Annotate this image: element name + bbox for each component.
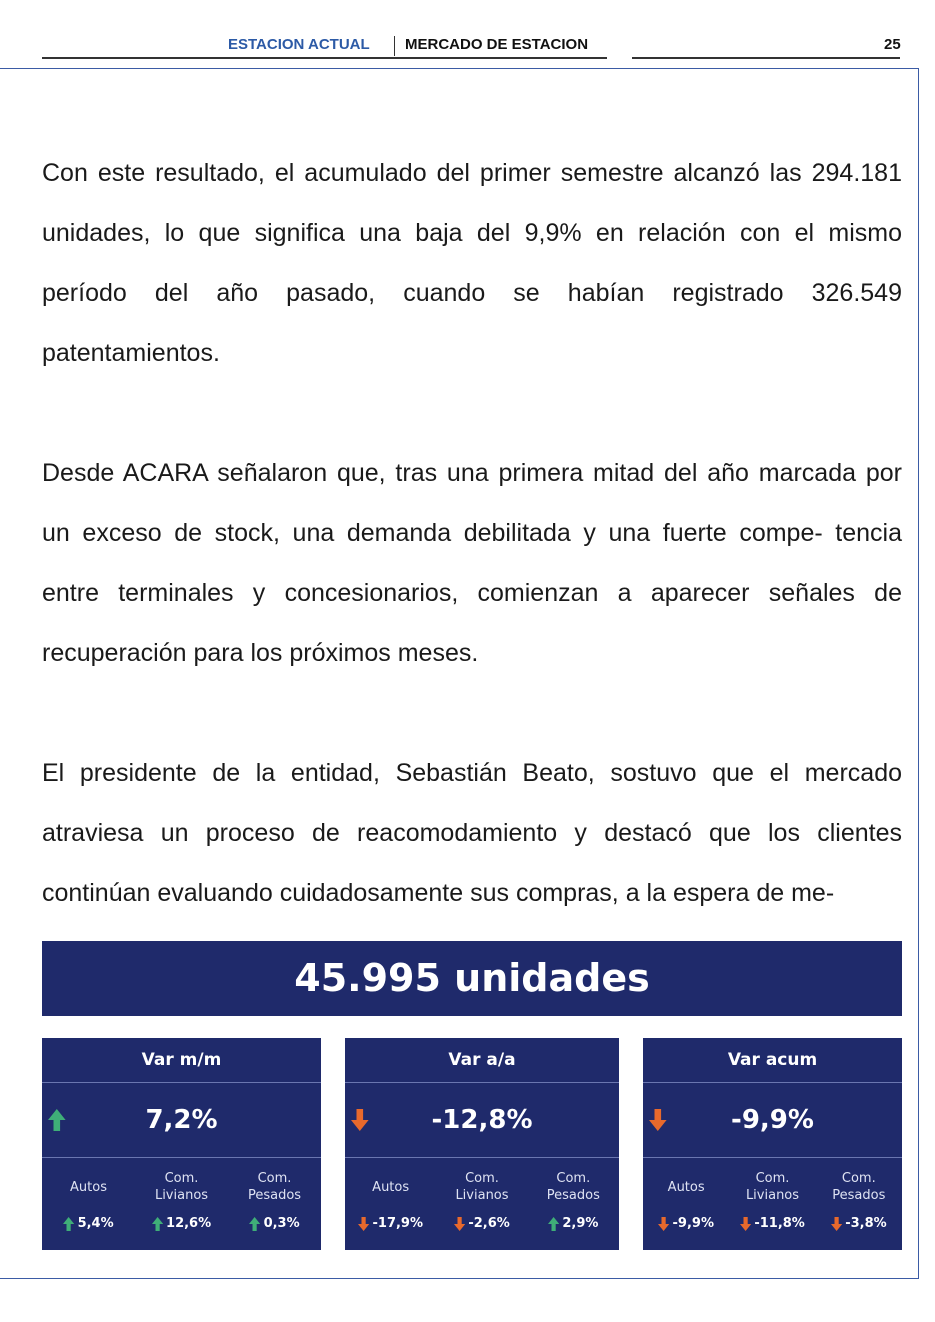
trend-arrow bbox=[63, 1216, 75, 1231]
rule bbox=[42, 57, 607, 59]
trend-arrow bbox=[454, 1216, 466, 1231]
frame bbox=[918, 68, 919, 1278]
value-text: -2,6% bbox=[468, 1216, 510, 1231]
stat-card: Var acum -9,9% Autos -9,9% Com. Livianos -11,… bbox=[643, 1038, 902, 1250]
breakdown-value: -9,9% bbox=[643, 1216, 729, 1231]
breakdown-item: Com. Livianos -11,8% bbox=[729, 1158, 815, 1251]
breakdown-item: Com. Pesados 2,9% bbox=[528, 1158, 619, 1251]
value-text: -17,9% bbox=[372, 1216, 424, 1231]
value-text: 5,4% bbox=[77, 1216, 114, 1231]
card-value: 7,2% bbox=[42, 1083, 321, 1158]
card-title: Var m/m bbox=[42, 1038, 321, 1083]
value-text: -12,8% bbox=[431, 1105, 533, 1135]
trend-arrow bbox=[831, 1216, 843, 1231]
value-text: 0,3% bbox=[263, 1216, 300, 1231]
breakdown-item: Autos -9,9% bbox=[643, 1158, 729, 1251]
card-title: Var a/a bbox=[345, 1038, 619, 1083]
breakdown-item: Com. Pesados -3,8% bbox=[816, 1158, 902, 1251]
breakdown-item: Com. Livianos 12,6% bbox=[135, 1158, 228, 1251]
breakdown-item: Com. Pesados 0,3% bbox=[228, 1158, 321, 1251]
breakdown-value: -3,8% bbox=[816, 1216, 902, 1231]
breakdown-value: 5,4% bbox=[42, 1216, 135, 1231]
card-value: -9,9% bbox=[643, 1083, 902, 1158]
paragraph: El presidente de la entidad, Sebastián B… bbox=[42, 759, 902, 907]
breakdown: Autos -17,9% Com. Livianos -2,6% Com. Pesado… bbox=[345, 1158, 619, 1251]
trend-arrow bbox=[249, 1216, 261, 1231]
trend-arrow bbox=[151, 1216, 164, 1231]
value-text: -11,8% bbox=[754, 1216, 805, 1231]
breakdown-value: 2,9% bbox=[528, 1216, 619, 1231]
breakdown-label: Com. Livianos bbox=[455, 1171, 509, 1203]
trend-arrow bbox=[649, 1109, 667, 1131]
breakdown-label: Com. Livianos bbox=[745, 1171, 800, 1203]
breakdown-value: -2,6% bbox=[436, 1216, 527, 1231]
page-number: 25 bbox=[884, 36, 901, 53]
breakdown-label: Com. Pesados bbox=[247, 1171, 302, 1203]
breakdown-label: Autos bbox=[70, 1179, 107, 1195]
stat-card: Var m/m 7,2% Autos 5,4% Com. Livianos 12,6% Co… bbox=[42, 1038, 321, 1250]
breakdown-label: Autos bbox=[372, 1179, 410, 1195]
breakdown-label: Com. Pesados bbox=[546, 1171, 600, 1203]
paragraph: Con este resultado, el acumulado del pri… bbox=[42, 159, 902, 367]
article-body: Con este resultado, el acumulado del pri… bbox=[42, 143, 902, 983]
card-title: Var acum bbox=[643, 1038, 902, 1083]
breakdown-item: Autos -17,9% bbox=[345, 1158, 436, 1251]
trend-arrow bbox=[740, 1216, 752, 1231]
breakdown-label: Com. Pesados bbox=[832, 1171, 886, 1203]
breakdown-value: 0,3% bbox=[228, 1216, 321, 1231]
breakdown: Autos 5,4% Com. Livianos 12,6% Com. Pesados 0… bbox=[42, 1158, 321, 1251]
value-text: 12,6% bbox=[166, 1216, 212, 1231]
trend-arrow bbox=[548, 1216, 560, 1231]
card-value: -12,8% bbox=[345, 1083, 619, 1158]
frame bbox=[0, 1278, 919, 1279]
breakdown-value: -11,8% bbox=[729, 1216, 815, 1231]
breakdown-item: Com. Livianos -2,6% bbox=[436, 1158, 527, 1251]
value-text: -9,9% bbox=[731, 1105, 814, 1135]
breakdown: Autos -9,9% Com. Livianos -11,8% Com. Pesado… bbox=[643, 1158, 902, 1251]
stat-card: Var a/a -12,8% Autos -17,9% Com. Livianos -2,… bbox=[345, 1038, 619, 1250]
headline: 45.995 unidades bbox=[42, 941, 902, 1016]
breakdown-value: 12,6% bbox=[135, 1216, 228, 1231]
section: ESTACION ACTUAL bbox=[228, 36, 370, 53]
separator bbox=[394, 36, 395, 56]
trend-arrow bbox=[358, 1216, 370, 1231]
subsection: MERCADO DE ESTACION bbox=[405, 36, 589, 53]
value-text: 2,9% bbox=[562, 1216, 599, 1231]
rule bbox=[632, 57, 900, 59]
trend-arrow bbox=[351, 1109, 369, 1131]
value-text: -3,8% bbox=[845, 1216, 887, 1231]
value-text: -9,9% bbox=[672, 1216, 714, 1231]
breakdown-label: Autos bbox=[667, 1179, 705, 1195]
breakdown-value: -17,9% bbox=[345, 1216, 436, 1231]
breakdown-label: Com. Livianos bbox=[154, 1171, 209, 1203]
breakdown-item: Autos 5,4% bbox=[42, 1158, 135, 1251]
trend-arrow bbox=[48, 1109, 66, 1131]
value-text: 7,2% bbox=[145, 1105, 218, 1135]
trend-arrow bbox=[658, 1216, 670, 1231]
frame bbox=[0, 68, 918, 69]
paragraph: Desde ACARA señalaron que, tras una prim… bbox=[42, 459, 902, 667]
